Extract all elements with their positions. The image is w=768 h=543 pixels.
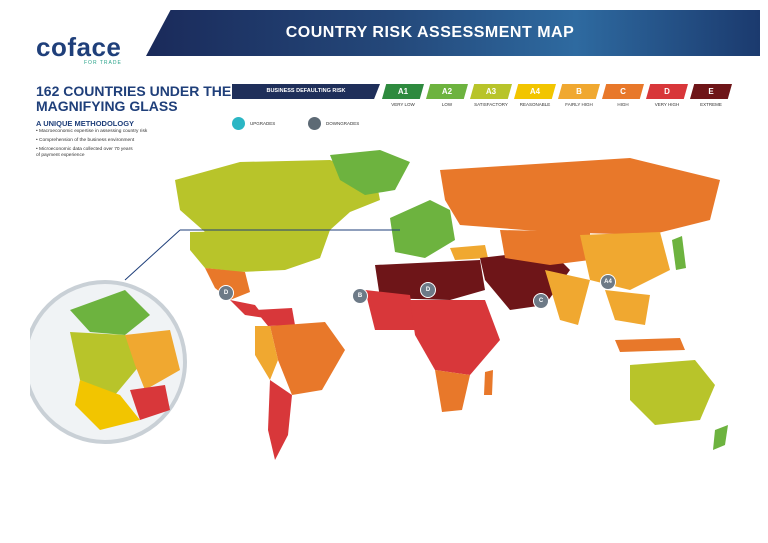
madagascar-shape — [484, 370, 493, 395]
russia-shape — [440, 158, 720, 235]
middle-east-shape — [480, 250, 570, 310]
logo-tagline: FOR TRADE — [84, 60, 122, 66]
legend-chip-b: B — [558, 84, 600, 99]
inset-scandinavia — [70, 290, 150, 335]
europe-shape — [390, 200, 455, 258]
legend-chip-a2: A2 — [426, 84, 468, 99]
central-america-shape — [230, 300, 265, 318]
legend-label-a1: VERY LOW — [391, 102, 415, 107]
marker-downgrade: C — [533, 293, 549, 309]
china-shape — [580, 232, 670, 290]
legend-chip-a4: A4 — [514, 84, 556, 99]
marker-downgrade: A4 — [600, 274, 616, 290]
legend-label-a3: SATISFACTORY — [474, 102, 508, 107]
legend-label-a4: REASONABLE — [519, 102, 551, 107]
headline: 162 COUNTRIES UNDER THE MAGNIFYING GLASS — [36, 83, 232, 114]
legend-chip-d: D — [646, 84, 688, 99]
bullet-macro: • Macroeconomic expertise in assessing c… — [36, 129, 148, 134]
bullet-business: • Comprehension of the business environm… — [36, 138, 135, 143]
legend-title: BUSINESS DEFAULTING RISK — [232, 84, 380, 99]
marker-downgrade: D — [420, 282, 436, 298]
inset-east-europe — [125, 330, 180, 390]
legend-chip-e: E — [690, 84, 732, 99]
legend-label-c: HIGH — [617, 102, 629, 107]
indonesia-shape — [615, 338, 685, 352]
legend-label-a2: LOW — [441, 102, 453, 107]
methodology-heading: A UNIQUE METHODOLOGY — [36, 119, 135, 128]
legend-label-e: EXTREME — [700, 102, 722, 107]
downgrade-icon — [308, 117, 321, 130]
north-africa-shape — [375, 260, 485, 300]
upgrades-label: UPGRADES — [250, 121, 276, 126]
legend-label-b: FAIRLY HIGH — [565, 102, 593, 107]
magnifier-line-left — [124, 229, 181, 281]
inset-south-europe — [75, 380, 140, 430]
inset-west-europe — [70, 332, 140, 395]
venezuela-shape — [255, 308, 295, 326]
turkey-shape — [450, 245, 488, 260]
new-zealand-shape — [713, 425, 728, 450]
marker-downgrade: B — [352, 288, 368, 304]
central-asia-shape — [500, 230, 590, 265]
legend-chip-a1: A1 — [382, 84, 424, 99]
mexico-shape — [205, 268, 250, 300]
coface-logo: coface — [36, 32, 122, 62]
usa-shape — [190, 230, 330, 272]
legend-label-d: VERY HIGH — [654, 102, 680, 107]
greenland-shape — [330, 150, 410, 195]
central-africa-shape — [410, 300, 500, 375]
southeast-asia-shape — [605, 290, 650, 325]
inset-balkans — [130, 385, 170, 420]
bullet-micro: • Microeconomic data collected over 70 y… — [36, 147, 133, 158]
header-banner — [146, 10, 760, 56]
page-title: COUNTRY RISK ASSESSMENT MAP — [285, 24, 575, 41]
andes-shape — [255, 326, 278, 380]
canada-shape — [175, 160, 380, 232]
southern-africa-shape — [435, 370, 470, 412]
legend-chip-a3: A3 — [470, 84, 512, 99]
west-africa-shape — [365, 290, 415, 330]
southern-cone-shape — [268, 380, 292, 460]
downgrades-label: DOWNGRADES — [326, 121, 360, 126]
upgrade-icon — [232, 117, 245, 130]
india-shape — [545, 270, 590, 325]
legend-chip-c: C — [602, 84, 644, 99]
australia-shape — [630, 360, 715, 425]
brazil-shape — [270, 322, 345, 395]
marker-downgrade: D — [218, 285, 234, 301]
world-risk-map — [30, 150, 728, 460]
japan-shape — [672, 236, 686, 270]
